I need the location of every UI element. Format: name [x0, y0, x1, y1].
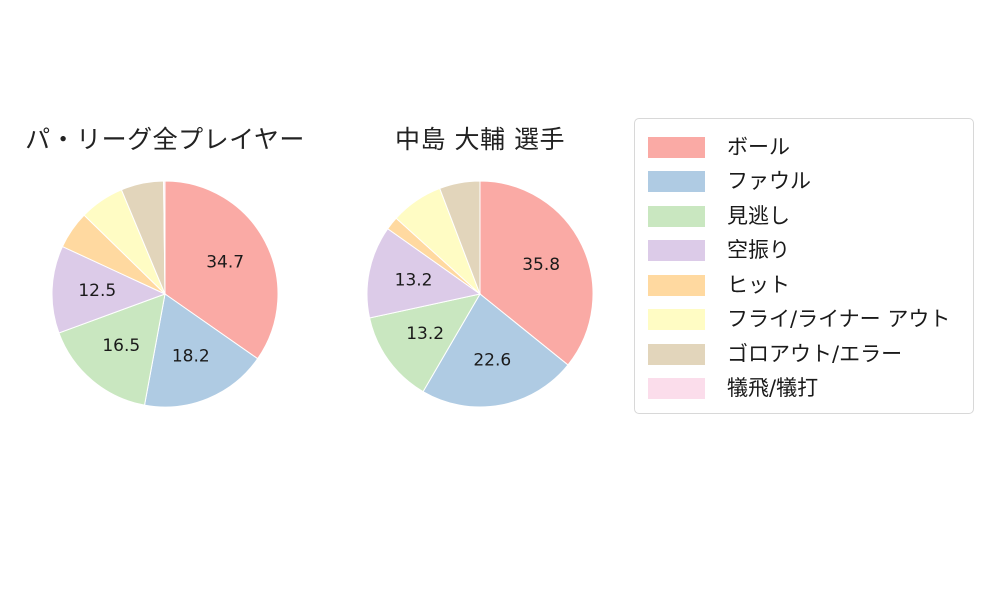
- pie-slice[interactable]: [439, 180, 481, 295]
- pie-slice-value-label: 35.8: [522, 255, 560, 275]
- legend-item[interactable]: フライ/ライナー アウト: [648, 303, 961, 338]
- legend-item-label: ファウル: [727, 169, 811, 194]
- legend-item-label: ボール: [727, 134, 790, 159]
- legend-item[interactable]: 見逃し: [648, 199, 961, 234]
- pie-slice[interactable]: [163, 180, 166, 295]
- legend-item-label: 見逃し: [727, 203, 790, 228]
- pie-slice[interactable]: [368, 293, 482, 393]
- pie-svg-player: 35.8 22.6 13.2 13.2: [366, 180, 594, 408]
- pie-slice-value-label: 22.6: [473, 351, 511, 371]
- legend-item-label: フライ/ライナー アウト: [727, 307, 951, 332]
- legend-item-label: 犠飛/犠打: [727, 376, 819, 401]
- legend-item[interactable]: ゴロアウト/エラー: [648, 337, 961, 372]
- pie-slice[interactable]: [164, 180, 279, 360]
- legend-color-swatch: [648, 378, 705, 400]
- pie-slice[interactable]: [143, 293, 259, 408]
- pie-svg-league: 34.7 18.2 16.5 12.5: [51, 180, 279, 408]
- legend-item-label: 空振り: [727, 238, 790, 263]
- legend-color-swatch: [648, 343, 705, 365]
- legend-item[interactable]: 空振り: [648, 234, 961, 269]
- legend-color-swatch: [648, 274, 705, 296]
- pie-slice-value-label: 12.5: [78, 281, 116, 301]
- pie-chart-player: 35.8 22.6 13.2 13.2: [364, 178, 596, 410]
- legend-item-label: ゴロアウト/エラー: [727, 341, 903, 366]
- pie-chart-league: 34.7 18.2 16.5 12.5: [49, 178, 281, 410]
- pie-slice[interactable]: [51, 245, 167, 334]
- legend-color-swatch: [648, 309, 705, 331]
- legend: ボールファウル見逃し空振りヒットフライ/ライナー アウト ゴロアウト/エラー 犠飛/…: [634, 118, 974, 414]
- legend-color-swatch: [648, 136, 705, 158]
- pie-slice-value-label: 16.5: [102, 336, 140, 356]
- chart-title-league: パ・リーグ全プレイヤー: [25, 125, 305, 154]
- chart-title-player: 中島 大輔 選手: [395, 125, 565, 154]
- pie-slice[interactable]: [58, 293, 166, 406]
- pie-slice-value-label: 13.2: [395, 270, 433, 290]
- pie-slice-value-label: 13.2: [406, 324, 444, 344]
- legend-item[interactable]: ボール: [648, 130, 961, 165]
- pie-slice-value-label: 34.7: [206, 253, 244, 273]
- legend-item-label: ヒット: [727, 272, 790, 297]
- pie-slice[interactable]: [479, 180, 594, 366]
- legend-item[interactable]: 犠飛/犠打: [648, 372, 961, 407]
- legend-color-swatch: [648, 240, 705, 262]
- legend-color-swatch: [648, 205, 705, 227]
- legend-item[interactable]: ファウル: [648, 165, 961, 200]
- legend-item[interactable]: ヒット: [648, 268, 961, 303]
- legend-color-swatch: [648, 171, 705, 193]
- pie-slice-value-label: 18.2: [172, 347, 210, 367]
- pie-slice[interactable]: [366, 228, 482, 319]
- pie-slice[interactable]: [422, 293, 569, 408]
- chart-panel-player: 中島 大輔 選手 35.8 22.6 13.2 13.2: [330, 0, 630, 600]
- chart-panel-league: パ・リーグ全プレイヤー 34.7 18.2 16.5 12.5: [0, 0, 330, 600]
